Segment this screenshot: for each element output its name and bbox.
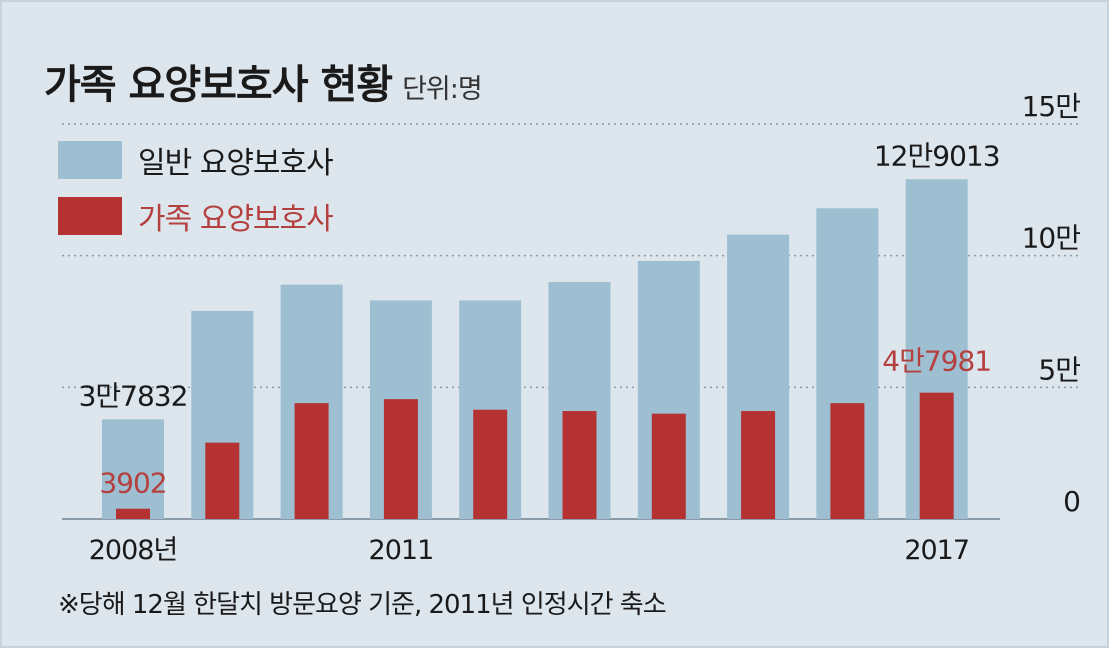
y-tick-label: 0: [1063, 485, 1080, 518]
bar-family: [294, 403, 329, 519]
legend-family: 가족 요양보호사: [58, 196, 334, 237]
x-tick-label: 2011: [369, 535, 434, 566]
legend-label-general: 일반 요양보호사: [138, 146, 334, 181]
legend-swatch-family: [58, 197, 122, 235]
legend-label-family: 가족 요양보호사: [138, 202, 334, 237]
bar-family: [205, 442, 240, 519]
data-label: 4만7981: [882, 345, 991, 378]
unit-label: 단위:명: [402, 74, 483, 105]
bar-family: [562, 411, 597, 519]
data-label: 3902: [99, 467, 166, 500]
y-tick-label: 5만: [1038, 353, 1080, 386]
bar-family: [383, 399, 418, 519]
x-tick-label: 2017: [904, 535, 969, 566]
bar-family: [473, 409, 508, 519]
bar-general: [102, 419, 164, 519]
title-row: 가족 요양보호사 현황 단위:명: [44, 52, 483, 110]
data-label: 12만9013: [874, 139, 1000, 172]
bar-family: [651, 413, 686, 519]
y-tick-label: 10만: [1022, 222, 1081, 255]
legend-swatch-general: [58, 141, 122, 179]
y-tick-label: 15만: [1022, 90, 1081, 123]
footnote: ※당해 12월 한달치 방문요양 기준, 2011년 인정시간 축소: [58, 590, 667, 620]
x-tick-label: 2008년: [89, 535, 178, 566]
bar-family: [830, 403, 865, 519]
bar-family: [919, 392, 954, 519]
bar-family: [741, 411, 776, 519]
bar-family: [116, 508, 150, 519]
data-label: 3만7832: [79, 379, 188, 412]
legend-general: 일반 요양보호사: [58, 140, 334, 181]
chart-title: 가족 요양보호사 현황: [44, 62, 393, 108]
